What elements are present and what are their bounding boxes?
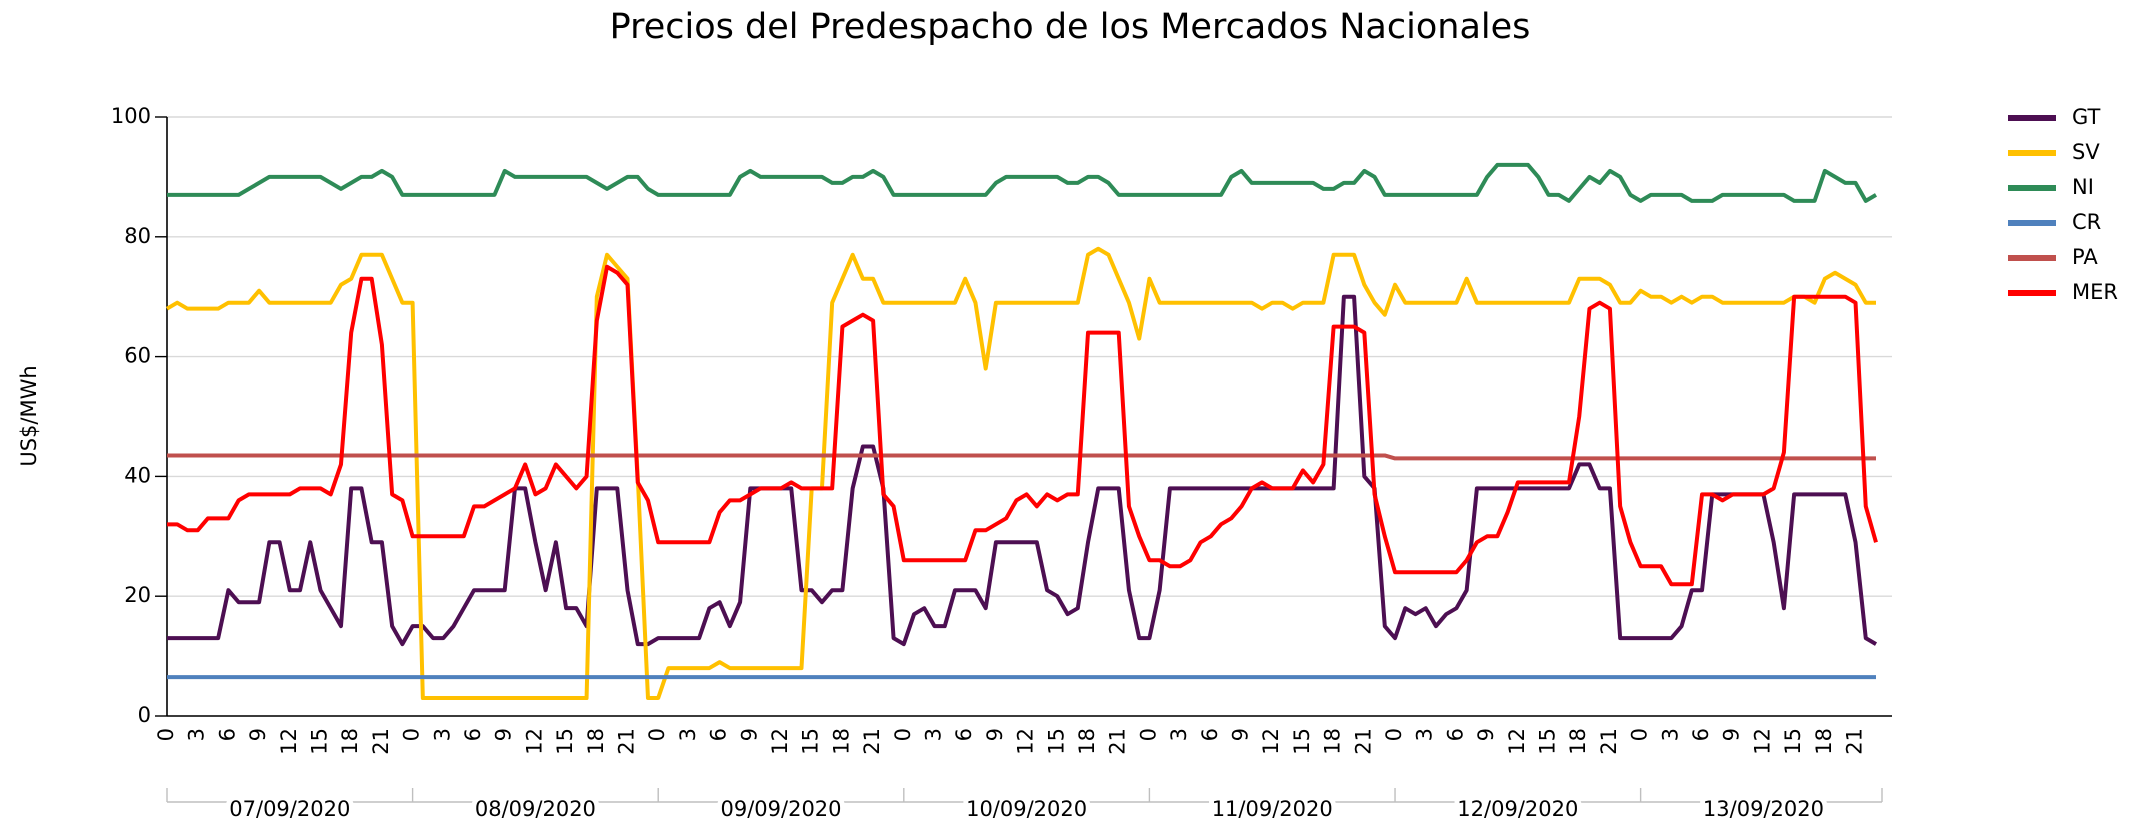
x-tick-label: 12 [277,728,301,755]
x-tick-label: 6 [952,728,976,741]
date-group-label: 11/09/2020 [1212,797,1333,821]
x-tick-label: 18 [829,728,853,755]
date-group-label: 07/09/2020 [229,797,350,821]
series-line [167,162,1878,203]
x-tick-label: 3 [676,728,700,741]
x-tick-label: 18 [584,728,608,755]
y-tick-label: 80 [124,224,151,248]
x-tick-label: 15 [553,728,577,755]
x-tick-label: 9 [492,728,516,741]
y-tick-label: 0 [138,703,151,727]
x-tick-label: 15 [1044,728,1068,755]
date-group-label: 10/09/2020 [966,797,1087,821]
legend-label: NI [2072,175,2094,199]
x-tick-label: 12 [768,728,792,755]
x-tick-label: 21 [1351,728,1375,755]
x-tick-label: 15 [1536,728,1560,755]
x-tick-label: 21 [1106,728,1130,755]
x-tick-label: 18 [1812,728,1836,755]
x-tick-label: 9 [1474,728,1498,741]
x-tick-label: 9 [246,728,270,741]
x-tick-label: 6 [1443,728,1467,741]
series-line [165,246,1876,701]
date-group-label: 13/09/2020 [1703,797,1824,821]
x-tick-label: 6 [707,728,731,741]
x-tick-label: 15 [1781,728,1805,755]
x-tick-label: 15 [308,728,332,755]
x-tick-label: 18 [1075,728,1099,755]
x-tick-label: 12 [1750,728,1774,755]
x-tick-label: 15 [1290,728,1314,755]
chart-title: Precios del Predespacho de los Mercados … [610,7,1531,47]
x-tick-label: 12 [1014,728,1038,755]
legend-label: CR [2072,210,2101,234]
x-tick-label: 21 [1597,728,1621,755]
x-tick-label: 18 [1566,728,1590,755]
x-tick-label: 18 [338,728,362,755]
legend-label: PA [2072,245,2098,269]
legend-label: GT [2072,105,2101,129]
x-tick-label: 3 [1413,728,1437,741]
x-tick-label: 0 [891,728,915,741]
x-tick-label: 9 [1229,728,1253,741]
x-tick-label: 21 [615,728,639,755]
series-line [167,264,1878,587]
x-tick-label: 0 [154,728,178,741]
x-tick-label: 9 [737,728,761,741]
date-group-label: 09/09/2020 [720,797,841,821]
x-tick-label: 0 [1136,728,1160,741]
x-tick-label: 6 [1198,728,1222,741]
x-tick-label: 6 [461,728,485,741]
x-tick-label: 12 [522,728,546,755]
x-tick-label: 3 [430,728,454,741]
x-tick-label: 6 [1689,728,1713,741]
x-tick-label: 0 [1382,728,1406,741]
x-tick-label: 9 [983,728,1007,741]
y-tick-label: 60 [124,344,151,368]
date-group-label: 12/09/2020 [1457,797,1578,821]
y-tick-label: 20 [124,583,151,607]
x-tick-label: 3 [185,728,209,741]
x-tick-label: 21 [860,728,884,755]
x-tick-label: 12 [1259,728,1283,755]
y-tick-label: 40 [124,463,151,487]
x-tick-label: 3 [1167,728,1191,741]
legend-label: MER [2072,280,2118,304]
x-tick-label: 0 [1628,728,1652,741]
series-line [167,453,1876,461]
legend-label: SV [2072,140,2100,164]
date-group-label: 08/09/2020 [475,797,596,821]
x-tick-label: 0 [645,728,669,741]
x-tick-label: 3 [922,728,946,741]
x-tick-label: 0 [400,728,424,741]
x-tick-label: 21 [369,728,393,755]
y-axis-label: US$/MWh [17,365,41,466]
x-tick-label: 6 [215,728,239,741]
x-tick-label: 21 [1843,728,1867,755]
x-tick-label: 18 [1321,728,1345,755]
x-tick-label: 3 [1658,728,1682,741]
series-line [167,294,1878,647]
x-tick-label: 9 [1720,728,1744,741]
x-tick-label: 12 [1505,728,1529,755]
x-tick-label: 15 [799,728,823,755]
y-tick-label: 100 [111,104,151,128]
